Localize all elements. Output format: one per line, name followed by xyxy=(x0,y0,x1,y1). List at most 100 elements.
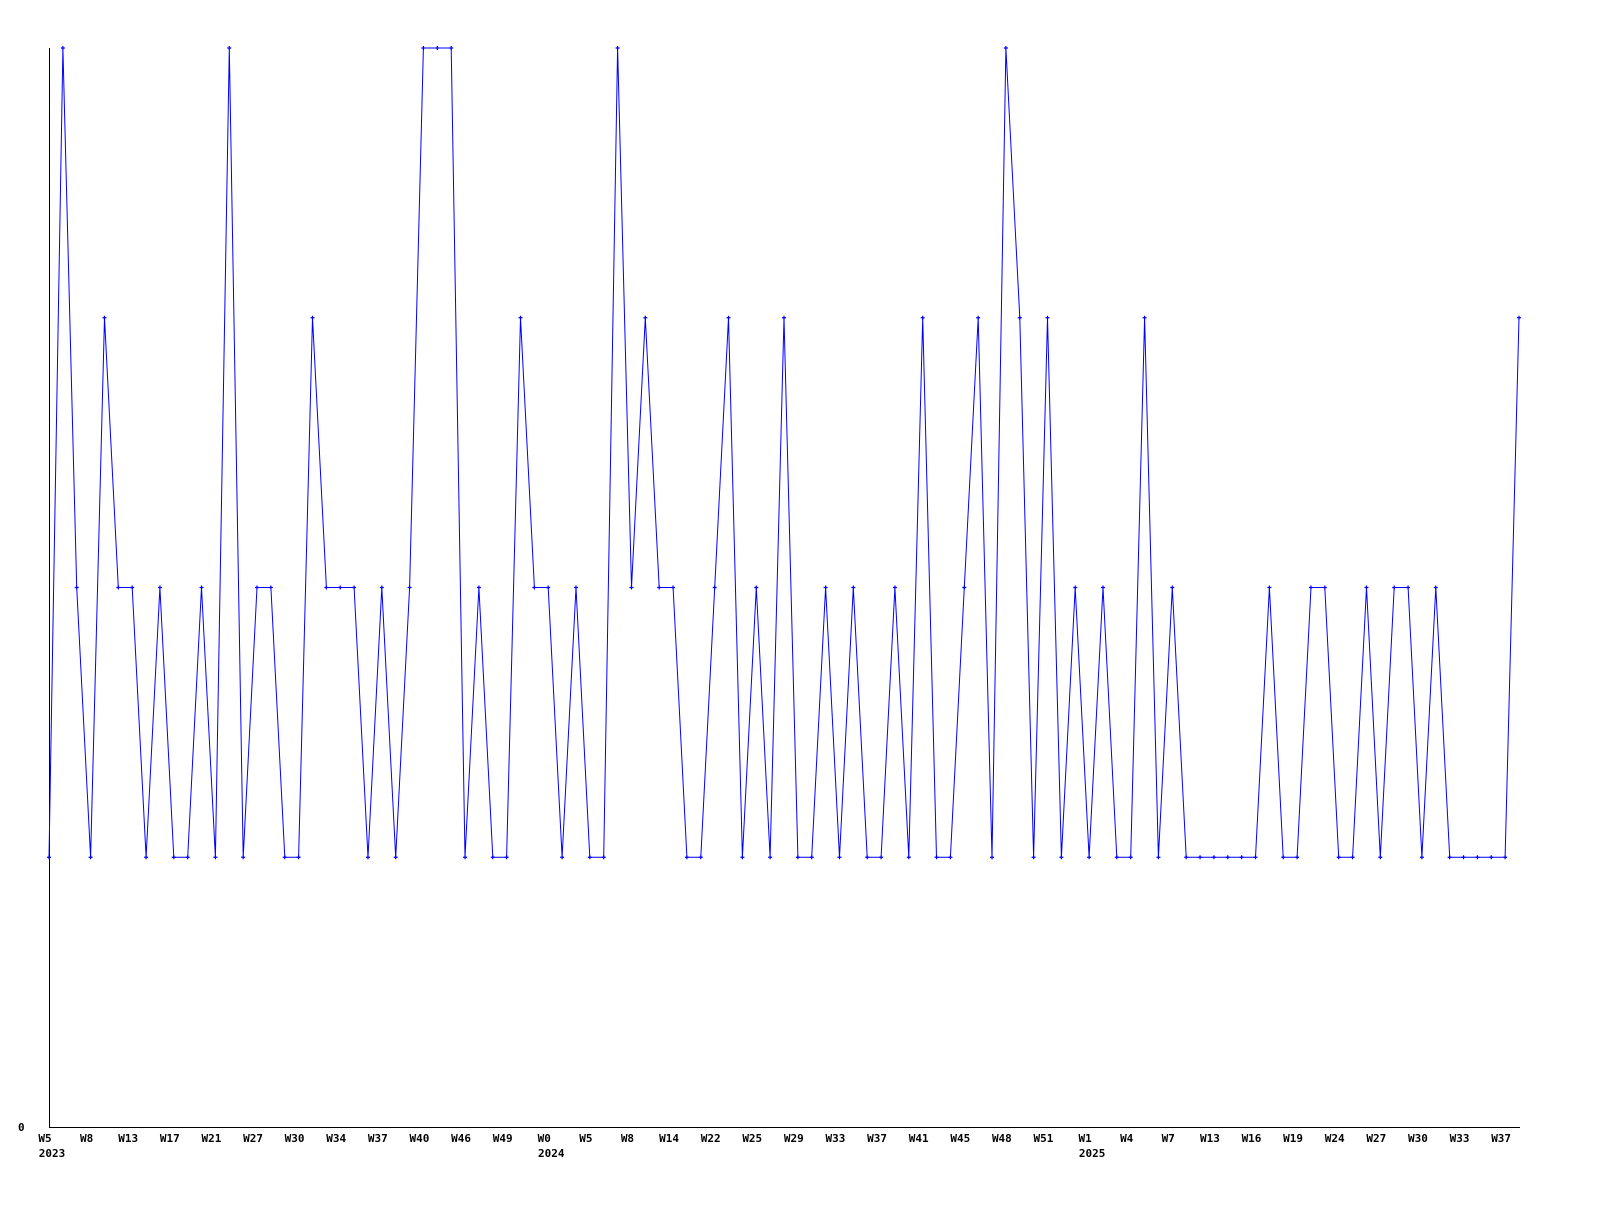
x-tick-label: W29 xyxy=(784,1132,804,1145)
data-point xyxy=(88,855,93,860)
data-point xyxy=(795,855,800,860)
data-point xyxy=(1406,585,1411,590)
data-point xyxy=(1419,855,1424,860)
x-tick-label: W22 xyxy=(701,1132,721,1145)
data-point xyxy=(1128,855,1133,860)
data-point xyxy=(615,46,620,50)
data-point xyxy=(435,46,440,50)
data-point xyxy=(712,585,717,590)
data-point xyxy=(1198,855,1203,860)
data-point xyxy=(365,855,370,860)
data-point xyxy=(144,855,149,860)
data-point xyxy=(1517,315,1521,320)
data-point xyxy=(1017,315,1022,320)
x-tick-label: W17 xyxy=(160,1132,180,1145)
x-tick-label: W37 xyxy=(1491,1132,1511,1145)
data-point xyxy=(476,585,481,590)
data-point xyxy=(879,855,884,860)
data-point xyxy=(1239,855,1244,860)
x-tick-label: W8 xyxy=(80,1132,93,1145)
data-point xyxy=(1170,585,1175,590)
data-point xyxy=(338,585,343,590)
data-point xyxy=(948,855,953,860)
data-point xyxy=(1267,585,1272,590)
x-tick-label: W24 xyxy=(1325,1132,1345,1145)
data-point xyxy=(601,855,606,860)
x-tick-label: W16 xyxy=(1242,1132,1262,1145)
data-point xyxy=(47,855,51,860)
data-point xyxy=(962,585,967,590)
data-point xyxy=(976,315,981,320)
x-tick-label: W5 xyxy=(38,1132,51,1145)
x-tick-label: W1 xyxy=(1078,1132,1092,1145)
data-point xyxy=(865,855,870,860)
data-point xyxy=(1461,855,1466,860)
data-point xyxy=(698,855,703,860)
x-tick-label: W34 xyxy=(326,1132,346,1145)
year-label: 2024 xyxy=(538,1147,565,1160)
data-point xyxy=(837,855,842,860)
data-point xyxy=(268,585,273,590)
data-point xyxy=(296,855,301,860)
data-point xyxy=(407,585,412,590)
data-point xyxy=(740,855,745,860)
data-point xyxy=(130,585,135,590)
data-point xyxy=(587,855,592,860)
data-point xyxy=(1114,855,1119,860)
data-point xyxy=(1336,855,1341,860)
data-point xyxy=(671,585,676,590)
data-point xyxy=(518,315,523,320)
data-point xyxy=(1059,855,1064,860)
data-point xyxy=(990,855,995,860)
data-point xyxy=(1156,855,1161,860)
x-tick-label: W8 xyxy=(621,1132,634,1145)
data-point xyxy=(1184,855,1189,860)
data-point xyxy=(213,855,218,860)
data-point xyxy=(393,855,398,860)
data-point xyxy=(920,315,925,320)
data-point xyxy=(1281,855,1286,860)
data-point xyxy=(754,585,759,590)
data-point xyxy=(116,585,121,590)
data-point xyxy=(726,315,731,320)
data-point xyxy=(1045,315,1050,320)
data-point xyxy=(1211,855,1216,860)
data-point xyxy=(823,585,828,590)
x-tick-label: W21 xyxy=(201,1132,221,1145)
data-point xyxy=(102,315,107,320)
x-tick-label: W51 xyxy=(1034,1132,1054,1145)
x-tick-label: W30 xyxy=(1408,1132,1428,1145)
data-point xyxy=(768,855,773,860)
data-point xyxy=(1475,855,1480,860)
data-point xyxy=(324,585,329,590)
x-tick-label: W46 xyxy=(451,1132,471,1145)
data-point xyxy=(1308,585,1313,590)
data-point xyxy=(449,46,454,50)
data-point xyxy=(1142,315,1147,320)
data-point xyxy=(532,585,537,590)
data-point xyxy=(1100,585,1105,590)
data-point xyxy=(171,855,176,860)
data-point xyxy=(1253,855,1258,860)
data-point xyxy=(60,46,65,50)
data-point xyxy=(1073,585,1078,590)
data-point xyxy=(1031,855,1036,860)
data-point xyxy=(282,855,287,860)
x-tick-label: W30 xyxy=(285,1132,305,1145)
year-label: 2025 xyxy=(1079,1147,1106,1160)
x-tick-label: W41 xyxy=(909,1132,929,1145)
data-point xyxy=(199,585,204,590)
x-tick-label: W13 xyxy=(118,1132,138,1145)
data-point xyxy=(185,855,190,860)
data-point xyxy=(490,855,495,860)
x-tick-label: W33 xyxy=(826,1132,846,1145)
data-point xyxy=(74,585,79,590)
x-tick-label: W19 xyxy=(1283,1132,1303,1145)
data-point xyxy=(421,46,426,50)
data-point xyxy=(352,585,357,590)
data-point xyxy=(1489,855,1494,860)
data-point xyxy=(560,855,565,860)
data-point xyxy=(934,855,939,860)
x-tick-label: W0 xyxy=(538,1132,551,1145)
x-tick-label: W7 xyxy=(1162,1132,1175,1145)
